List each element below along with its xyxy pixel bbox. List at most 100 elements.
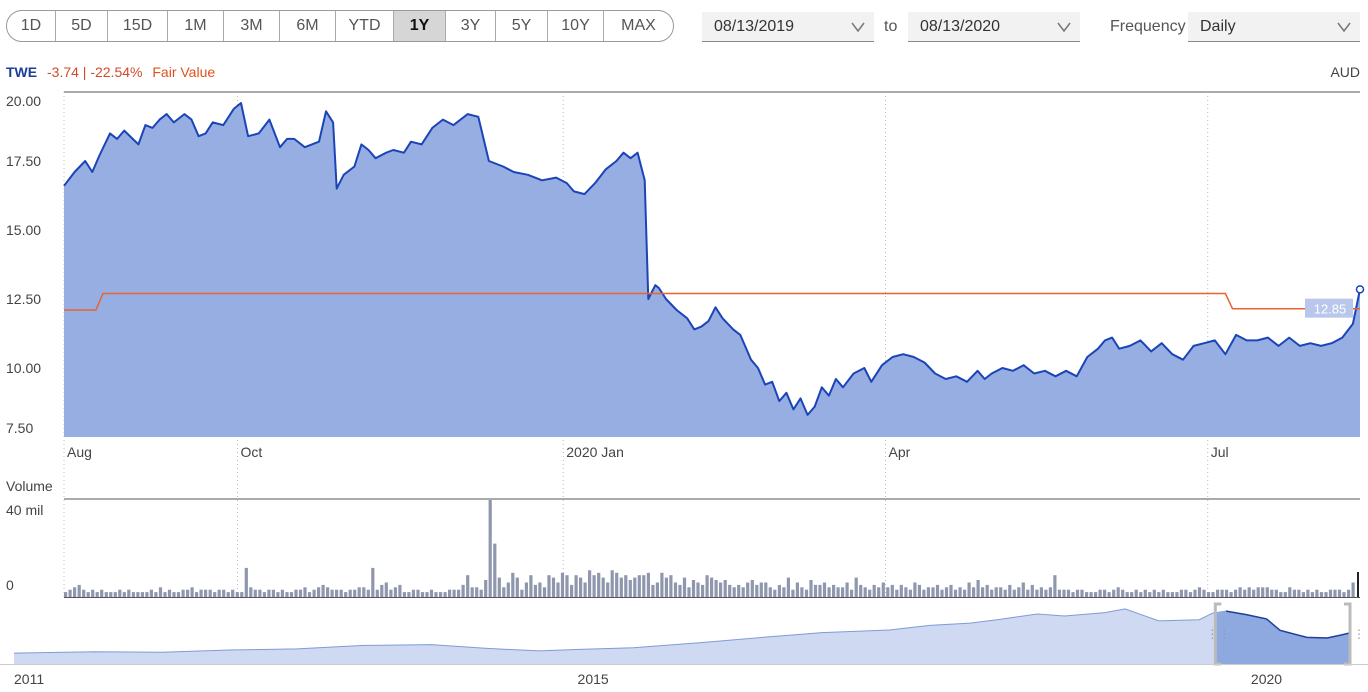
volume-bar [244,567,248,597]
volume-y-tick-label: 0 [6,577,14,593]
end-date-value: 08/13/2020 [920,18,1001,35]
volume-bar [646,572,650,598]
range-button-1d[interactable]: 1D [7,11,56,41]
volume-bar [859,584,863,597]
volume-bar [249,587,253,597]
y-tick-label: 15.00 [6,222,41,238]
range-button-10y[interactable]: 10Y [548,11,604,41]
volume-bar [411,589,415,597]
volume-bar [100,589,104,597]
volume-bar [999,587,1003,597]
range-button-max[interactable]: MAX [621,17,656,34]
navigator-selected-line [1225,610,1351,639]
volume-bar [1202,589,1206,597]
range-button-5y[interactable]: 5Y [496,11,548,41]
start-date-select[interactable]: 08/13/2019 [702,12,874,42]
volume-bar [913,582,917,597]
last-price-label: 12.85 [1314,302,1347,317]
volume-bar [1306,589,1310,597]
end-date-select[interactable]: 08/13/2020 [908,12,1080,42]
range-button-6m[interactable]: 6M [280,11,336,41]
grip-icon[interactable]: ⋮⋮ [1206,627,1230,641]
volume-bar [484,580,488,597]
volume-bar [1057,589,1061,597]
volume-bar [890,584,894,597]
volume-bar [841,587,845,597]
volume-bar [1347,589,1351,597]
volume-bar [1053,575,1057,597]
volume-bar [570,584,574,597]
y-tick-label: 17.50 [6,153,41,169]
volume-bar [317,587,321,597]
volume-bar [1157,592,1161,597]
range-button-1y[interactable]: 1Y [394,11,446,41]
volume-bar [1206,592,1211,597]
volume-bar [615,572,619,598]
volume-bar [1274,589,1278,597]
volume-bar [696,582,700,597]
range-button-5d[interactable]: 5D [56,11,108,41]
volume-bar [190,587,194,597]
volume-bar [556,582,560,597]
range-button-1m[interactable]: 1M [168,11,224,41]
volume-bar [1310,592,1314,597]
volume-bar [872,584,876,597]
volume-bar [461,584,465,597]
volume-bar [551,577,556,597]
volume-bar [330,589,334,597]
volume-bar [976,580,980,597]
volume-bar [768,587,772,597]
chevron-down-icon [1337,22,1351,33]
volume-bar [899,584,903,597]
volume-bar [524,582,528,597]
volume-bar [429,589,434,597]
volume-bar [895,589,899,597]
volume-bar [592,575,596,597]
volume-bar [655,582,659,597]
volume-bar [868,589,872,597]
volume-bar [280,589,284,597]
volume-bar [822,582,827,597]
frequency-label: Frequency [1110,18,1186,35]
ticker-symbol: TWE [6,64,38,80]
volume-bar [1211,592,1215,597]
fair-value-legend: Fair Value [152,64,216,80]
x-tick-label: Oct [241,444,263,460]
x-tick-label: Apr [889,444,911,460]
volume-bar [1256,587,1260,597]
volume-bar [1139,592,1143,597]
volume-bar [1234,589,1238,597]
volume-bar [809,580,813,597]
volume-bar [262,592,266,597]
range-button-15d[interactable]: 15D [108,11,168,41]
volume-bar [533,584,537,597]
volume-bar [497,577,501,597]
volume-bar [307,592,312,597]
range-button-3y[interactable]: 3Y [446,11,496,41]
volume-bar [176,592,181,597]
y-tick-label: 7.50 [6,420,33,436]
volume-bar [863,587,867,597]
volume-bar [737,584,741,597]
range-button-ytd[interactable]: YTD [336,11,394,41]
volume-bar [624,575,628,597]
volume-bar [457,589,461,597]
volume-bar [944,587,949,597]
volume-bar [985,584,989,597]
volume-bar [384,582,388,597]
volume-bar [1188,592,1193,597]
volume-bar [289,592,294,597]
grip-icon[interactable]: ⋮⋮ [1353,627,1368,641]
volume-bar [542,587,547,597]
range-button-3m[interactable]: 3M [224,11,280,41]
volume-bar [149,589,153,597]
volume-bar [547,575,551,597]
volume-bar [420,592,425,597]
volume-bar [687,587,691,597]
volume-bar [1075,589,1080,597]
volume-bar [1216,589,1220,597]
volume-bar [73,587,77,597]
frequency-select[interactable]: Daily [1188,12,1360,42]
volume-bar [68,589,72,597]
